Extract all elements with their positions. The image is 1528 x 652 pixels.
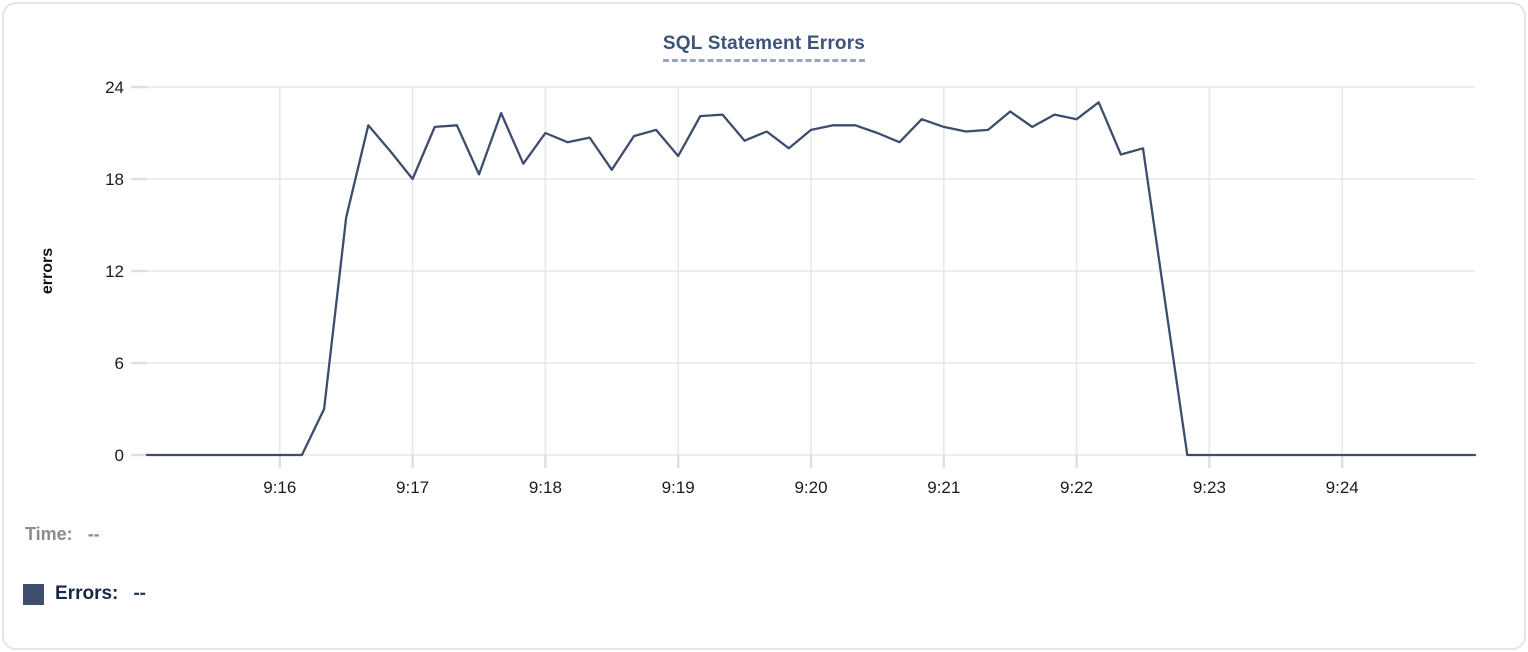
- x-tick-label: 9:16: [263, 478, 296, 497]
- time-label: Time:: [25, 524, 73, 544]
- y-tick-label: 12: [105, 262, 124, 281]
- hover-readout-time: Time: --: [25, 524, 100, 545]
- x-tick-label: 9:20: [794, 478, 827, 497]
- x-tick-label: 9:21: [927, 478, 960, 497]
- x-tick-label: 9:23: [1193, 478, 1226, 497]
- y-tick-label: 24: [105, 78, 124, 97]
- chart-title[interactable]: SQL Statement Errors: [662, 33, 866, 62]
- x-tick-label: 9:19: [662, 478, 695, 497]
- data-line-errors: [145, 101, 1477, 457]
- x-tick-label: 9:24: [1326, 478, 1359, 497]
- y-tick-label: 6: [115, 354, 124, 373]
- line-chart-svg[interactable]: 0 6 12 18 24 9:16 9:17 9:18 9:19 9:20 9:21 9:22 9:23…: [4, 4, 1526, 509]
- y-axis-title: errors: [39, 248, 56, 294]
- y-tick-label: 0: [115, 446, 124, 465]
- chart-header: SQL Statement Errors: [4, 33, 1524, 62]
- errors-value: --: [133, 583, 147, 604]
- time-value: --: [87, 524, 100, 544]
- x-tick-label: 9:17: [396, 478, 429, 497]
- x-tick-label: 9:22: [1060, 478, 1093, 497]
- x-tick-label: 9:18: [529, 478, 562, 497]
- errors-series-swatch: [23, 583, 44, 605]
- errors-label: Errors:: [55, 583, 119, 604]
- y-tick-label: 18: [105, 170, 124, 189]
- hover-readout-errors: Errors: --: [23, 583, 146, 605]
